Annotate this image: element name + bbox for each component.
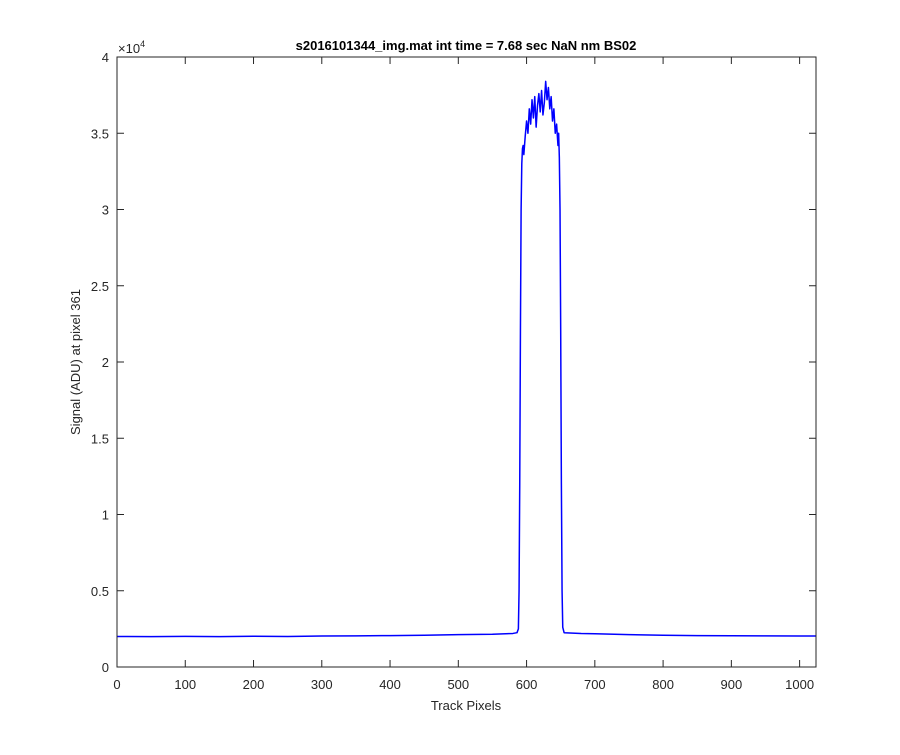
plot-area-frame (116, 56, 817, 668)
series-line-0 (116, 80, 816, 638)
x-tick-label: 300 (311, 677, 333, 692)
y-axis-exponent: ×104 (118, 39, 145, 56)
y-tick-label: 3 (102, 203, 109, 218)
x-tick-label: 1000 (785, 677, 814, 692)
y-tick-label: 3.5 (91, 126, 109, 141)
x-tick-label: 200 (243, 677, 265, 692)
x-tick-label: 500 (447, 677, 469, 692)
y-tick-label: 0 (102, 660, 109, 675)
data-layer (116, 80, 816, 638)
y-tick-label: 0.5 (91, 584, 109, 599)
y-exponent-power: 4 (140, 39, 145, 49)
y-tick-label: 1 (102, 508, 109, 523)
x-tick-label: 100 (174, 677, 196, 692)
chart-title: s2016101344_img.mat int time = 7.68 sec … (296, 38, 637, 53)
y-axis-title: Signal (ADU) at pixel 361 (68, 289, 83, 435)
y-exponent-base: ×10 (118, 41, 140, 56)
x-tick-label: 400 (379, 677, 401, 692)
x-tick-label: 0 (113, 677, 120, 692)
y-tick-label: 1.5 (91, 431, 109, 446)
x-tick-label: 600 (516, 677, 538, 692)
y-tick-label: 2 (102, 355, 109, 370)
x-tick-label: 800 (652, 677, 674, 692)
y-tick-label: 2.5 (91, 279, 109, 294)
x-tick-label: 700 (584, 677, 606, 692)
y-tick-label: 4 (102, 50, 109, 65)
x-axis-title: Track Pixels (431, 698, 502, 713)
x-tick-label: 900 (721, 677, 743, 692)
axis-ticks: 0 100 200 300 400 500 600 700 800 900 1000 0 0.5 1 1.5… (91, 50, 816, 692)
